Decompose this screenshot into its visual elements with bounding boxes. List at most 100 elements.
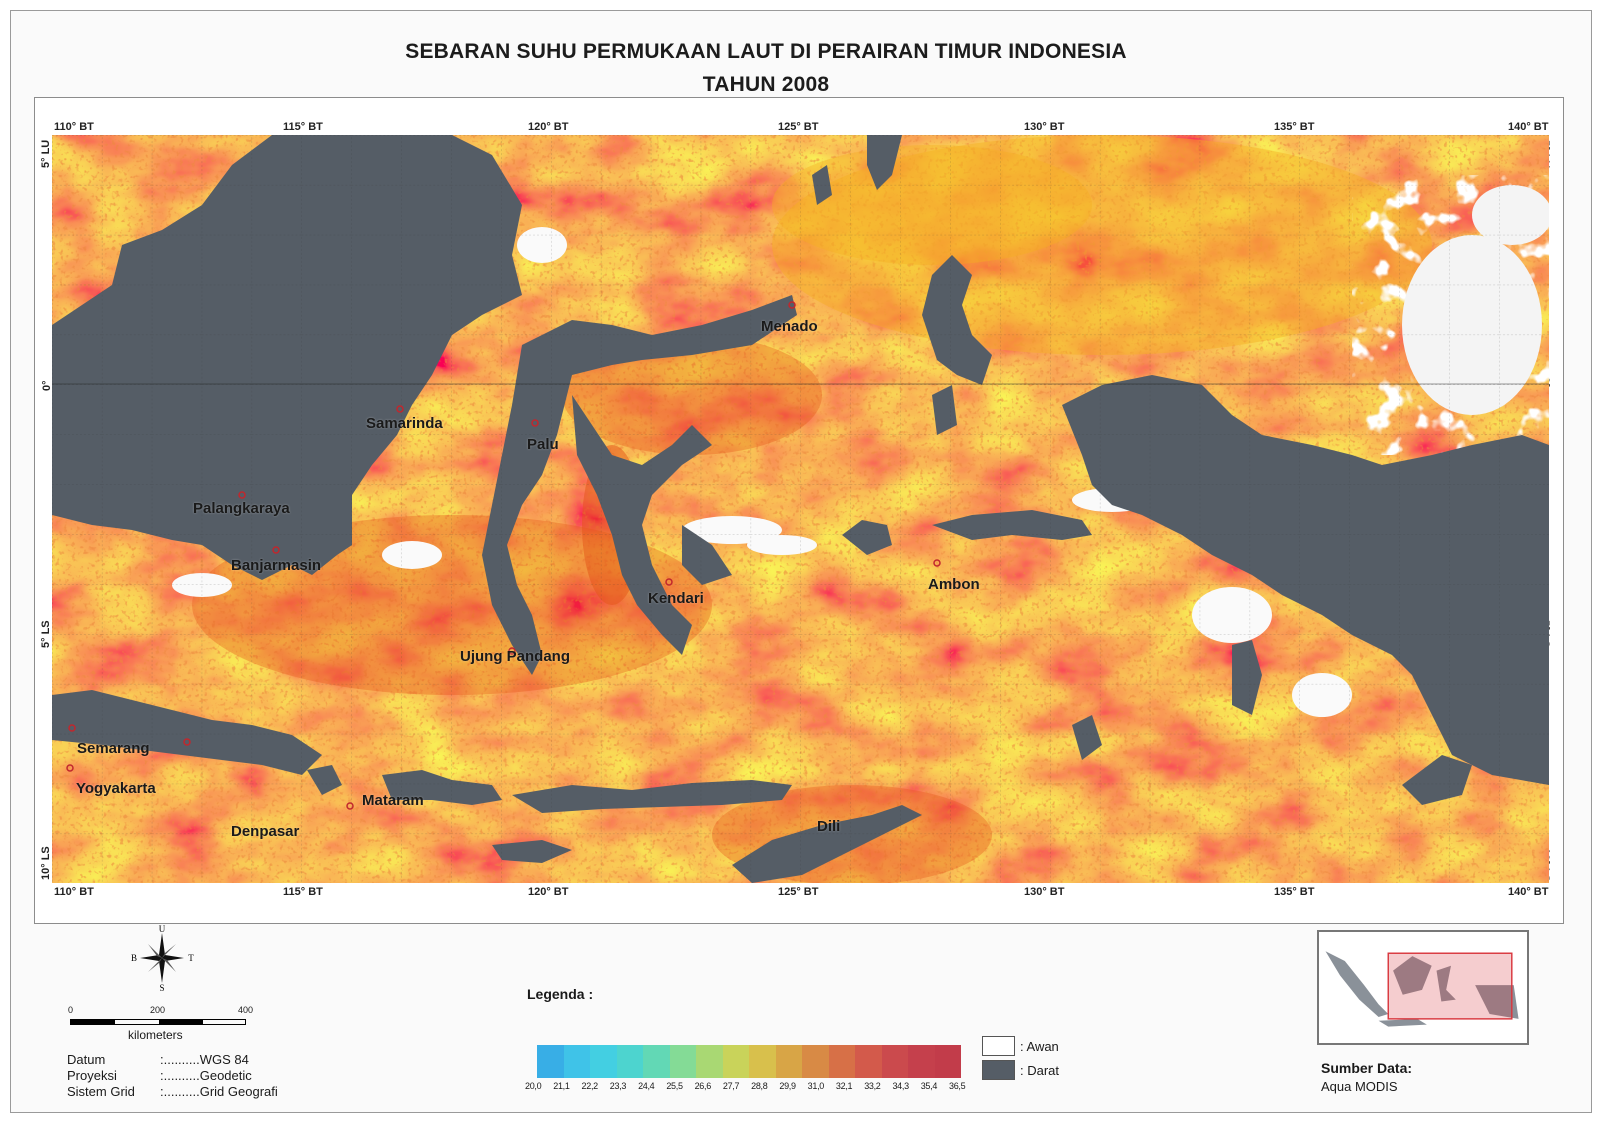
- ramp-swatch: [881, 1045, 908, 1078]
- city-marker-ambon: [933, 559, 941, 567]
- grid-label: Sistem Grid: [67, 1084, 135, 1099]
- temperature-color-ramp: [537, 1045, 961, 1078]
- city-marker-palu: [531, 419, 539, 427]
- city-label-ambon: Ambon: [928, 576, 980, 593]
- inset-land-papua: [1475, 985, 1519, 1019]
- datum-label: Datum: [67, 1052, 106, 1067]
- lon-label-bottom-130: 130° BT: [1024, 886, 1065, 898]
- ramp-swatch: [616, 1045, 643, 1078]
- projection-value: :..........Geodetic: [160, 1068, 252, 1083]
- legend-land-swatch: [982, 1060, 1015, 1080]
- scale-segment: [159, 1020, 203, 1024]
- ramp-value-label: 28,8: [751, 1081, 768, 1091]
- source-value: Aqua MODIS: [1321, 1079, 1398, 1094]
- ramp-value-label: 24,4: [638, 1081, 655, 1091]
- ramp-swatch: [855, 1045, 882, 1078]
- city-markers: [66, 301, 941, 810]
- ramp-swatch: [563, 1045, 590, 1078]
- scale-tick-400: 400: [238, 1005, 254, 1015]
- ramp-swatch: [643, 1045, 670, 1078]
- city-label-menado: Menado: [761, 318, 818, 335]
- inset-land-java: [1378, 1018, 1427, 1027]
- ramp-value-label: 22,2: [581, 1081, 599, 1091]
- lon-label-top-115: 115° BT: [283, 121, 323, 133]
- inset-study-area: [1387, 952, 1513, 1020]
- city-marker-mataram: [346, 802, 354, 810]
- city-marker-yogyakarta: [66, 764, 74, 772]
- city-label-denpasar: Denpasar: [231, 823, 300, 840]
- compass-north: U: [159, 925, 166, 934]
- ramp-value-label: 25,5: [666, 1081, 683, 1091]
- lon-label-bottom-120: 120° BT: [528, 886, 569, 898]
- ramp-value-label: 21,1: [553, 1081, 570, 1091]
- ramp-value-label: 32,1: [835, 1081, 853, 1091]
- ramp-value-label: 23,3: [609, 1081, 627, 1091]
- city-label-mataram: Mataram: [362, 792, 424, 809]
- ramp-swatch: [590, 1045, 617, 1078]
- scale-segment: [71, 1020, 115, 1024]
- ramp-value-label: 29,9: [779, 1081, 796, 1091]
- datum-value: :..........WGS 84: [160, 1052, 249, 1067]
- lon-label-top-130: 130° BT: [1024, 121, 1065, 133]
- lon-label-top-125: 125° BT: [778, 121, 819, 133]
- lon-label-bottom-140: 140° BT: [1508, 886, 1549, 898]
- city-label-semarang: Semarang: [77, 740, 150, 757]
- sea-surface-temperature-map: [52, 135, 1549, 883]
- city-label-banjarmasin: Banjarmasin: [231, 557, 322, 574]
- city-marker-semarang: [68, 724, 76, 732]
- city-marker-palangkaraya: [238, 491, 246, 499]
- legend-cloud-label: : Awan: [1020, 1039, 1059, 1054]
- inset-locator-map: [1317, 930, 1529, 1045]
- lon-label-bottom-110: 110° BT: [54, 886, 94, 898]
- ramp-swatch: [696, 1045, 723, 1078]
- lon-label-top-120: 120° BT: [528, 121, 569, 133]
- compass-south: S: [159, 983, 164, 991]
- temperature-ramp-labels: 20,0 21,1 22,2 23,3 24,4 25,5 26,6 27,7 28,8 29,9…: [525, 1081, 975, 1095]
- legend-title: Legenda :: [527, 986, 594, 1002]
- ramp-swatch: [934, 1045, 961, 1078]
- scale-tick-200: 200: [150, 1005, 166, 1015]
- ramp-value-label: 31,0: [807, 1081, 825, 1091]
- ramp-value-label: 27,7: [722, 1081, 740, 1091]
- lat-label-left-10s: 10° LS: [40, 846, 52, 880]
- grid-value: :..........Grid Geografi: [160, 1084, 278, 1099]
- lon-label-top-110: 110° BT: [54, 121, 94, 133]
- inset-land-sumatra: [1325, 951, 1389, 1017]
- lat-label-left-5n: 5° LU: [40, 139, 52, 168]
- lon-label-bottom-135: 135° BT: [1274, 886, 1315, 898]
- ramp-value-label: 36,5: [949, 1081, 966, 1091]
- lon-label-top-140: 140° BT: [1508, 121, 1549, 133]
- scale-tick-0: 0: [68, 1005, 74, 1015]
- city-label-yogyakarta: Yogyakarta: [76, 780, 156, 797]
- source-title: Sumber Data:: [1321, 1060, 1413, 1076]
- ramp-value-label: 26,6: [694, 1081, 712, 1091]
- scale-bar: 0 200 400 kilometers: [66, 1005, 256, 1045]
- city-marker-samarinda: [396, 405, 404, 413]
- ramp-value-label: 33,2: [864, 1081, 881, 1091]
- scale-bar-track: [70, 1019, 246, 1025]
- city-marker-denpasar: [183, 738, 191, 746]
- ramp-swatch: [908, 1045, 935, 1078]
- city-marker-ujung-pandang: [508, 647, 516, 655]
- ramp-swatch: [775, 1045, 802, 1078]
- legend-land-label: : Darat: [1020, 1063, 1060, 1078]
- lon-label-bottom-115: 115° BT: [283, 886, 323, 898]
- inset-land-sulawesi: [1436, 965, 1456, 1002]
- city-label-palu: Palu: [527, 436, 559, 453]
- map-year: TAHUN 2008: [702, 73, 830, 96]
- city-label-palangkaraya: Palangkaraya: [193, 500, 290, 517]
- ramp-value-label: 34,3: [892, 1081, 909, 1091]
- city-label-dili: Dili: [817, 818, 841, 835]
- projection-label: Proyeksi: [67, 1068, 117, 1083]
- ramp-swatch: [802, 1045, 829, 1078]
- lon-label-bottom-125: 125° BT: [778, 886, 819, 898]
- ramp-swatch: [828, 1045, 855, 1078]
- ramp-swatch: [749, 1045, 776, 1078]
- lat-label-left-5s: 5° LS: [40, 620, 52, 648]
- map-title: SEBARAN SUHU PERMUKAAN LAUT DI PERAIRAN …: [405, 40, 1127, 63]
- scale-unit: kilometers: [128, 1028, 183, 1042]
- city-label-kendari: Kendari: [648, 590, 704, 607]
- city-label-samarinda: Samarinda: [366, 415, 443, 432]
- city-marker-menado: [788, 301, 796, 309]
- ramp-value-label: 20,0: [525, 1081, 542, 1091]
